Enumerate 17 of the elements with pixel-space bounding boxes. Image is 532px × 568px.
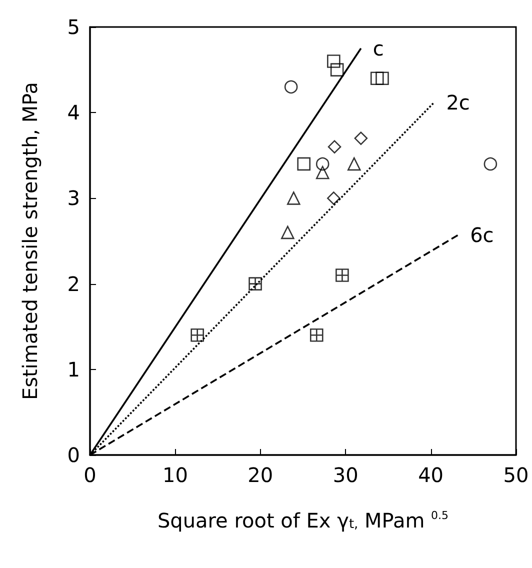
series-label: c xyxy=(372,36,384,60)
y-tick-label: 2 xyxy=(67,272,80,296)
y-tick-label: 0 xyxy=(67,443,80,467)
y-tick-label: 4 xyxy=(67,100,80,125)
x-axis-title: Square root of Ex γt, MPam 0.5 xyxy=(157,508,449,532)
series-label: 6c xyxy=(470,223,494,248)
x-tick-label: 30 xyxy=(332,463,358,487)
y-tick-label: 1 xyxy=(67,357,80,382)
x-tick-label: 20 xyxy=(248,463,274,487)
x-tick-label: 0 xyxy=(84,463,96,487)
y-tick-label: 3 xyxy=(67,186,80,210)
x-tick-label: 40 xyxy=(418,463,444,487)
y-tick-label: 5 xyxy=(67,15,80,39)
y-axis-title: Estimated tensile strength, MPa xyxy=(18,82,42,400)
series-label: 2c xyxy=(446,90,470,114)
x-tick-label: 10 xyxy=(162,463,188,487)
x-tick-label: 50 xyxy=(503,463,529,487)
